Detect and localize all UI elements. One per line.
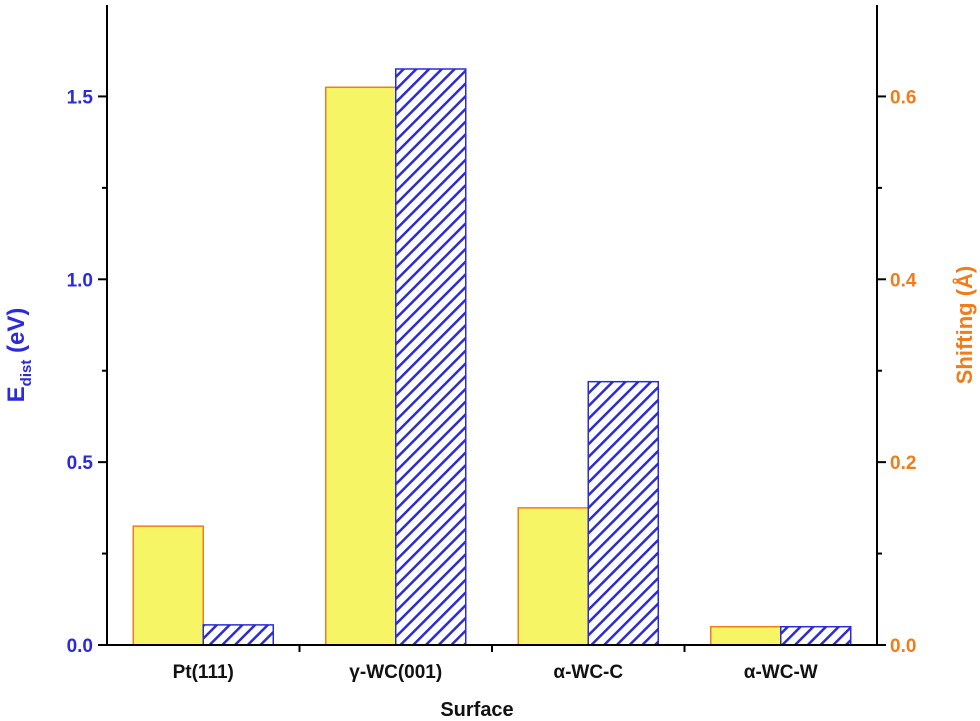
bar-edist	[395, 68, 467, 646]
bar-edist	[780, 625, 852, 646]
x-axis-title: Surface	[440, 699, 513, 721]
left-tick-label: 0.0	[67, 636, 93, 657]
x-tick-label: γ-WC(001)	[349, 662, 442, 683]
right-tick-label: 0.6	[890, 87, 916, 108]
bar-shifting	[517, 507, 589, 646]
bar-edist	[202, 624, 274, 646]
right-axis-title: Shifting (Å)	[951, 266, 977, 385]
x-tick-label: α-WC-W	[744, 662, 818, 683]
left-axis: 0.0 0.5 1.0 1.5	[67, 5, 108, 657]
bar-shifting	[710, 625, 782, 646]
left-tick-label: 0.5	[67, 453, 94, 474]
right-tick-label: 0.0	[890, 636, 916, 657]
x-tick-label: α-WC-C	[553, 662, 623, 683]
bar-shifting	[132, 525, 204, 646]
right-axis: 0.0 0.2 0.4 0.6	[876, 5, 917, 657]
plot-area	[132, 68, 852, 646]
left-axis-title: Edist (eV)	[3, 308, 35, 403]
x-axis: Pt(111) γ-WC(001) α-WC-C α-WC-W	[107, 644, 877, 683]
left-tick-label: 1.0	[67, 270, 93, 291]
right-tick-label: 0.4	[890, 270, 917, 291]
right-tick-label: 0.2	[890, 453, 916, 474]
x-tick-label: Pt(111)	[173, 662, 234, 683]
left-tick-label: 1.5	[67, 87, 94, 108]
bar-shifting	[325, 86, 397, 646]
left-axis-title-subscript: dist	[18, 360, 35, 387]
left-axis-title-unit: (eV)	[3, 308, 30, 360]
bar-edist	[587, 380, 659, 646]
left-axis-title-main: E	[3, 386, 30, 402]
